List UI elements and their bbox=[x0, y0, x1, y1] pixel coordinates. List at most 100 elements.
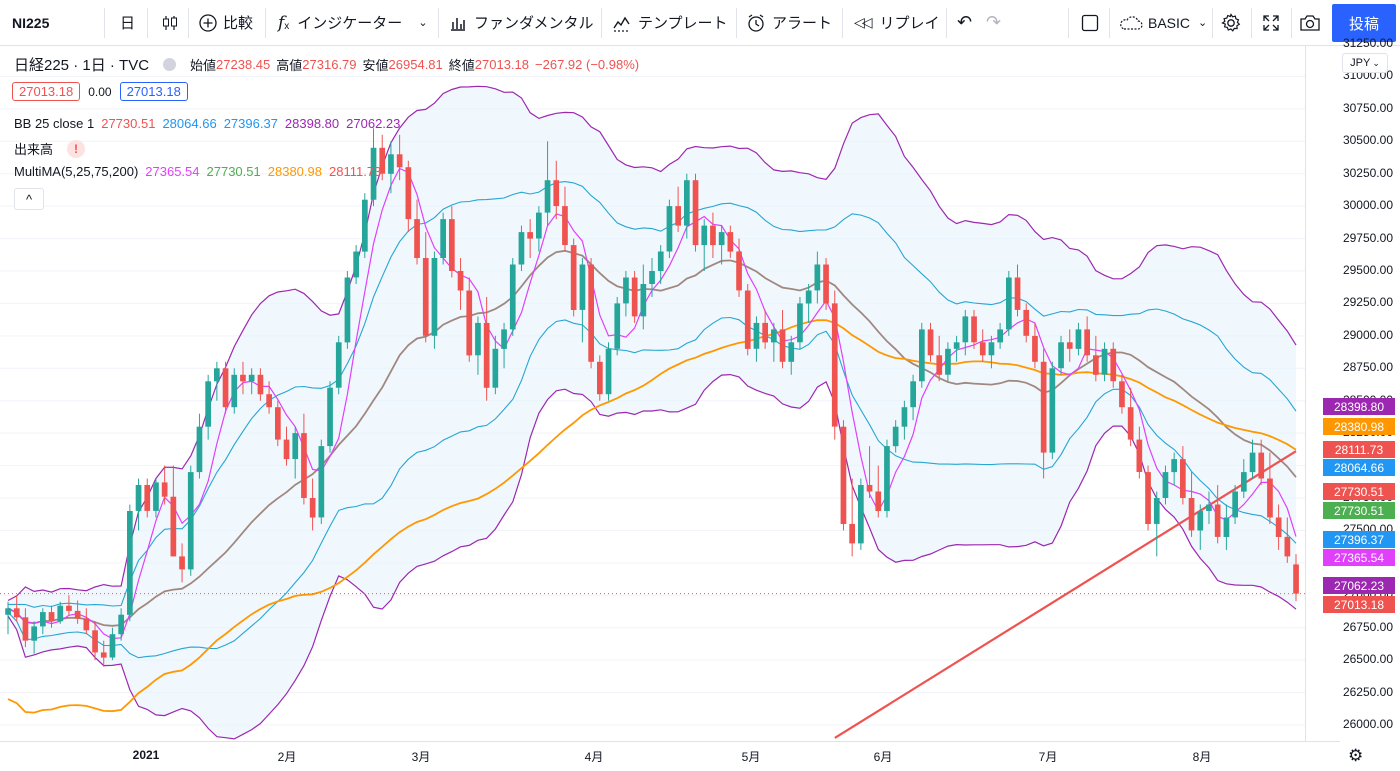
currency-label: JPY bbox=[1350, 57, 1371, 69]
price-label-tag: 28064.66 bbox=[1323, 459, 1395, 476]
time-axis[interactable] bbox=[0, 741, 1340, 771]
camera-icon bbox=[1300, 14, 1320, 31]
candle-body bbox=[440, 219, 446, 258]
fundamentals-button[interactable]: ファンダメンタル bbox=[448, 0, 594, 45]
candle-body bbox=[962, 316, 969, 343]
price-axis[interactable]: 31250.00 31000.00 30750.00 30500.00 30250.00… bbox=[1305, 36, 1400, 741]
sell-price-box[interactable]: 27013.18 bbox=[12, 82, 81, 101]
candle-body bbox=[344, 277, 351, 343]
candle-body bbox=[170, 496, 177, 557]
candle-body bbox=[997, 329, 1003, 343]
fx-icon-sub: x bbox=[284, 21, 290, 32]
bb-basis-value: 27730.51 bbox=[101, 116, 156, 131]
collapse-legend-button[interactable]: ^ bbox=[14, 188, 44, 210]
price-tick-label: 29250.00 bbox=[1342, 295, 1393, 310]
bb-lower-inner-value: 27396.37 bbox=[223, 116, 278, 131]
alert-button[interactable]: アラート bbox=[746, 0, 832, 45]
buy-price-box[interactable]: 27013.18 bbox=[119, 82, 188, 101]
candle-body bbox=[396, 154, 403, 168]
volume-label: 出来高 bbox=[14, 142, 54, 157]
interval-button[interactable]: 日 bbox=[120, 0, 135, 45]
candle-body bbox=[379, 147, 386, 174]
post-button[interactable]: 投稿 bbox=[1332, 4, 1396, 42]
time-tick-label: 4月 bbox=[584, 750, 604, 764]
price-tick-label: 30500.00 bbox=[1342, 133, 1393, 148]
price-label-tag: 27013.18 bbox=[1323, 596, 1395, 613]
candle-body bbox=[240, 374, 246, 382]
candle-body bbox=[135, 485, 142, 511]
toolbar-divider bbox=[842, 8, 843, 38]
candle-body bbox=[196, 426, 203, 473]
toolbar-divider bbox=[438, 8, 439, 38]
price-label-tag: 27396.37 bbox=[1323, 531, 1395, 548]
compare-button[interactable]: 比較 bbox=[198, 0, 253, 45]
candle-body bbox=[179, 556, 185, 570]
toggle-icon[interactable] bbox=[163, 58, 177, 71]
currency-selector[interactable]: JPY ⌄ bbox=[1342, 53, 1388, 73]
candle-body bbox=[275, 407, 281, 440]
chevron-down-icon: ⌄ bbox=[1372, 57, 1380, 68]
candle-body bbox=[248, 374, 255, 382]
axis-settings-button[interactable]: ⚙ bbox=[1348, 746, 1363, 766]
price-chart[interactable] bbox=[0, 46, 1305, 741]
settings-button[interactable] bbox=[1220, 0, 1242, 45]
undo-button[interactable]: ↶ bbox=[957, 0, 972, 45]
price-label-tag: 27730.51 bbox=[1323, 502, 1395, 519]
chart-pane[interactable] bbox=[0, 46, 1340, 741]
candle-body bbox=[892, 426, 899, 447]
toolbar-divider bbox=[601, 8, 602, 38]
candle-body bbox=[483, 322, 490, 388]
chevron-down-icon: ⌄ bbox=[418, 17, 428, 29]
candle-body bbox=[187, 472, 194, 570]
redo-button[interactable]: ↷ bbox=[986, 0, 1001, 45]
candle-body bbox=[901, 407, 908, 427]
gear-icon bbox=[1221, 12, 1241, 32]
symbol-search[interactable]: NI225 bbox=[12, 0, 49, 45]
candle-body bbox=[1136, 439, 1143, 472]
candle-body bbox=[1014, 277, 1021, 310]
indicators-label: インジケーター bbox=[297, 15, 403, 32]
candle-body bbox=[727, 232, 734, 252]
price-tick-label: 29750.00 bbox=[1342, 230, 1393, 245]
candle-body bbox=[884, 446, 890, 511]
symbol-label: NI225 bbox=[12, 14, 50, 31]
candle-body bbox=[849, 523, 855, 544]
templates-button[interactable]: テンプレート bbox=[612, 0, 728, 45]
candle-body bbox=[927, 329, 934, 356]
candles-icon bbox=[163, 15, 177, 30]
undo-icon: ↶ bbox=[957, 12, 973, 32]
candle-body bbox=[40, 612, 46, 627]
candle-body bbox=[388, 154, 394, 174]
candle-body bbox=[1032, 335, 1038, 362]
chart-type-button[interactable] bbox=[160, 0, 180, 45]
layout-button[interactable]: BASIC ⌄ bbox=[1118, 0, 1207, 45]
warning-icon[interactable]: ! bbox=[67, 139, 86, 158]
candle-body bbox=[657, 251, 664, 271]
candle-body bbox=[362, 199, 368, 252]
replay-button[interactable]: ◁◁ リプレイ bbox=[854, 0, 940, 45]
candle-body bbox=[292, 433, 299, 459]
candle-body bbox=[614, 303, 621, 349]
fullscreen-button[interactable] bbox=[1261, 0, 1281, 45]
layout-name: BASIC bbox=[1148, 14, 1191, 31]
fullscreen-layout-button[interactable] bbox=[1080, 0, 1100, 45]
toolbar-divider bbox=[104, 8, 105, 38]
snapshot-button[interactable] bbox=[1299, 0, 1321, 45]
candle-body bbox=[945, 348, 951, 375]
ma5-value: 27365.54 bbox=[145, 164, 200, 179]
plus-circle-icon bbox=[199, 13, 217, 32]
candle-body bbox=[666, 206, 673, 252]
candle-body bbox=[631, 277, 638, 317]
candle-body bbox=[1293, 564, 1299, 594]
candle-body bbox=[649, 271, 655, 284]
open-label: 始値 bbox=[190, 58, 217, 73]
candle-body bbox=[953, 342, 960, 349]
toolbar-divider bbox=[736, 8, 737, 38]
candle-body bbox=[22, 617, 29, 641]
candle-body bbox=[449, 219, 455, 271]
candle-body bbox=[562, 206, 568, 245]
ma75-value: 28380.98 bbox=[267, 164, 322, 179]
bb-upper-inner-value: 28064.66 bbox=[162, 116, 217, 131]
candle-body bbox=[1084, 329, 1090, 356]
